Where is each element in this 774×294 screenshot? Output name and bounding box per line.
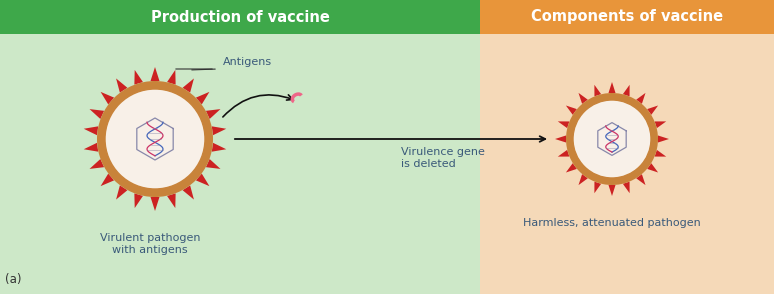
Circle shape — [566, 93, 658, 185]
Polygon shape — [84, 143, 98, 152]
Polygon shape — [608, 82, 615, 93]
Polygon shape — [647, 163, 658, 173]
Polygon shape — [167, 70, 176, 85]
Polygon shape — [167, 193, 176, 208]
Polygon shape — [135, 193, 143, 208]
Polygon shape — [196, 92, 210, 104]
Polygon shape — [658, 136, 669, 143]
Polygon shape — [101, 92, 114, 104]
Circle shape — [105, 89, 205, 189]
Polygon shape — [623, 182, 629, 193]
Bar — [0, 0, 480, 34]
Polygon shape — [655, 121, 666, 128]
Circle shape — [97, 81, 213, 197]
Polygon shape — [90, 109, 104, 119]
Polygon shape — [183, 78, 194, 93]
Polygon shape — [116, 186, 128, 200]
Polygon shape — [555, 136, 566, 143]
Polygon shape — [116, 78, 128, 93]
Polygon shape — [594, 85, 601, 96]
Bar — [480, 0, 774, 34]
Polygon shape — [212, 126, 226, 135]
Text: Components of vaccine: Components of vaccine — [531, 9, 723, 24]
Polygon shape — [655, 150, 666, 157]
Text: Antigens: Antigens — [223, 57, 272, 67]
Polygon shape — [636, 93, 646, 104]
Text: (a): (a) — [5, 273, 22, 286]
Polygon shape — [636, 174, 646, 185]
Polygon shape — [84, 126, 98, 135]
Polygon shape — [566, 163, 577, 173]
Polygon shape — [566, 106, 577, 115]
Polygon shape — [558, 121, 570, 128]
Polygon shape — [647, 106, 658, 115]
Polygon shape — [150, 67, 159, 81]
Polygon shape — [206, 159, 221, 169]
Polygon shape — [623, 85, 629, 96]
Text: Virulence gene
is deleted: Virulence gene is deleted — [401, 147, 485, 168]
Polygon shape — [608, 185, 615, 196]
Polygon shape — [101, 173, 114, 186]
Polygon shape — [150, 197, 159, 211]
Polygon shape — [558, 150, 570, 157]
Polygon shape — [135, 70, 143, 85]
Text: Production of vaccine: Production of vaccine — [151, 9, 330, 24]
Polygon shape — [90, 159, 104, 169]
Polygon shape — [578, 174, 587, 185]
Polygon shape — [196, 173, 210, 186]
Text: Virulent pathogen
with antigens: Virulent pathogen with antigens — [100, 233, 200, 255]
Bar — [480, 34, 774, 294]
Polygon shape — [206, 109, 221, 119]
Text: Harmless, attenuated pathogen: Harmless, attenuated pathogen — [523, 218, 701, 228]
Circle shape — [573, 100, 651, 178]
Bar — [0, 34, 480, 294]
Polygon shape — [183, 186, 194, 200]
Polygon shape — [212, 143, 226, 152]
Polygon shape — [578, 93, 587, 104]
Polygon shape — [594, 182, 601, 193]
